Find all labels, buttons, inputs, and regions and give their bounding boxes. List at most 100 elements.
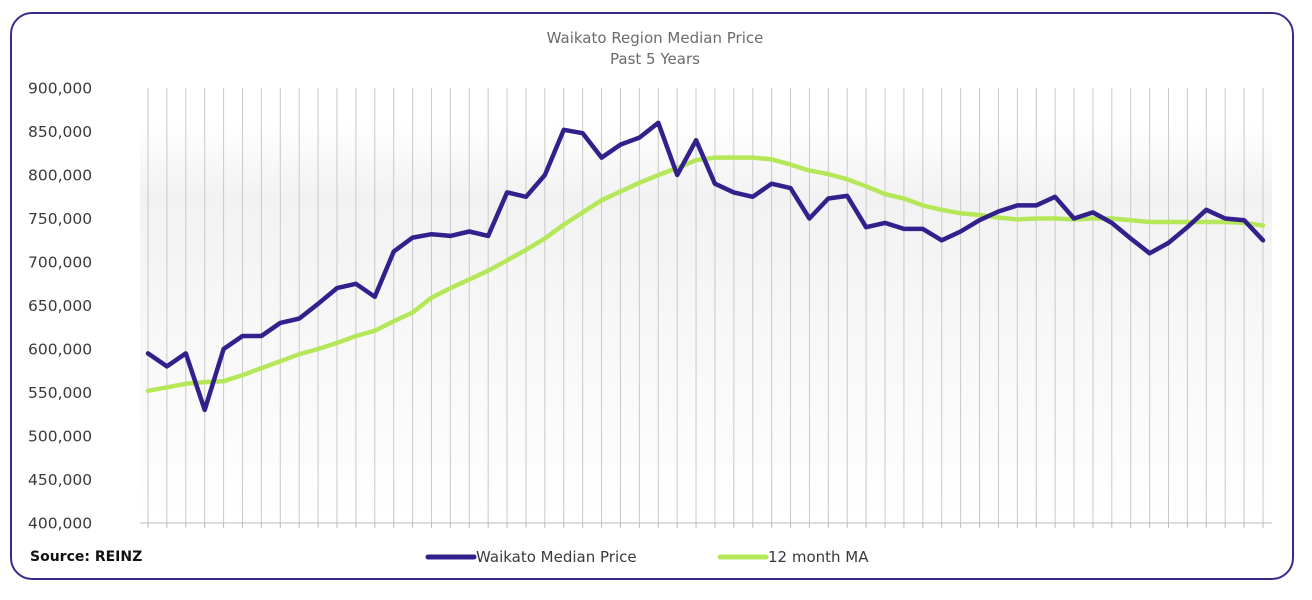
- chart-title: Waikato Region Median Price: [547, 29, 764, 47]
- data-point-waikato-median-price-37: [827, 197, 829, 200]
- data-point-waikato-median-price-36: [808, 217, 811, 220]
- y-tick-label-450000: 450,000: [28, 471, 92, 489]
- y-tick-label-650000: 650,000: [28, 297, 92, 315]
- data-point-12-month-ma-47: [1016, 218, 1018, 220]
- data-point-12-month-ma-13: [374, 330, 376, 332]
- data-point-waikato-median-price-33: [752, 196, 754, 198]
- data-point-waikato-median-price-58: [1224, 217, 1226, 220]
- data-point-12-month-ma-32: [733, 157, 735, 159]
- series-lines: [145, 120, 1266, 413]
- data-point-12-month-ma-38: [846, 178, 848, 180]
- data-point-waikato-median-price-48: [1035, 204, 1037, 206]
- data-point-waikato-median-price-40: [884, 222, 886, 224]
- data-point-waikato-median-price-5: [223, 348, 225, 350]
- data-point-waikato-median-price-43: [941, 239, 943, 241]
- data-point-12-month-ma-27: [638, 182, 641, 184]
- data-point-waikato-median-price-31: [714, 183, 716, 185]
- data-point-12-month-ma-41: [903, 197, 905, 200]
- data-point-waikato-median-price-30: [695, 139, 697, 141]
- data-point-waikato-median-price-21: [525, 196, 527, 198]
- data-point-12-month-ma-23: [563, 224, 565, 226]
- data-point-waikato-median-price-46: [997, 210, 1000, 213]
- data-point-waikato-median-price-22: [544, 174, 546, 176]
- data-point-waikato-median-price-3: [185, 352, 187, 354]
- data-point-12-month-ma-24: [582, 211, 584, 213]
- data-point-waikato-median-price-2: [166, 365, 168, 367]
- data-point-waikato-median-price-50: [1073, 217, 1075, 220]
- data-point-waikato-median-price-39: [865, 226, 867, 228]
- data-point-12-month-ma-42: [922, 204, 924, 206]
- data-point-waikato-median-price-8: [279, 322, 281, 324]
- y-tick-label-400000: 400,000: [28, 515, 92, 533]
- data-point-12-month-ma-44: [960, 212, 962, 214]
- data-point-12-month-ma-26: [619, 190, 622, 193]
- data-point-12-month-ma-22: [544, 237, 546, 240]
- data-point-12-month-ma-6: [241, 374, 244, 376]
- data-point-waikato-median-price-20: [506, 191, 508, 193]
- data-point-waikato-median-price-26: [619, 144, 622, 146]
- data-point-waikato-median-price-4: [204, 409, 206, 411]
- data-point-waikato-median-price-19: [487, 235, 489, 237]
- data-point-waikato-median-price-6: [241, 335, 244, 337]
- data-point-waikato-median-price-59: [1243, 219, 1245, 221]
- data-point-waikato-median-price-34: [771, 183, 773, 185]
- data-point-12-month-ma-2: [166, 386, 168, 388]
- data-point-12-month-ma-40: [884, 193, 886, 195]
- y-axis-tick-labels: 400,000 450,000 500,000 550,000 600,000 650,0…: [28, 80, 92, 533]
- data-point-waikato-median-price-51: [1092, 211, 1094, 213]
- data-point-12-month-ma-8: [279, 360, 281, 362]
- data-point-12-month-ma-5: [223, 380, 225, 382]
- data-point-waikato-median-price-38: [846, 195, 848, 197]
- y-tick-label-850000: 850,000: [28, 123, 92, 141]
- x-axis-ticks: [147, 523, 1264, 528]
- data-point-waikato-median-price-60: [1262, 239, 1264, 241]
- data-point-waikato-median-price-28: [657, 122, 659, 124]
- y-tick-label-750000: 750,000: [28, 210, 92, 228]
- data-point-12-month-ma-31: [714, 157, 716, 159]
- data-point-waikato-median-price-44: [960, 230, 962, 233]
- data-point-12-month-ma-7: [260, 367, 262, 369]
- series-line-waikato-median-price: [145, 120, 1266, 413]
- data-point-waikato-median-price-54: [1149, 252, 1151, 254]
- data-point-waikato-median-price-15: [412, 237, 414, 239]
- data-point-waikato-median-price-52: [1111, 222, 1113, 224]
- legend-label-12-month-ma: 12 month MA: [768, 548, 869, 566]
- data-point-waikato-median-price-47: [1016, 204, 1018, 206]
- data-point-12-month-ma-58: [1224, 221, 1226, 223]
- data-point-12-month-ma-57: [1205, 221, 1207, 223]
- legend-label-waikato-median-price: Waikato Median Price: [476, 548, 637, 566]
- data-point-waikato-median-price-1: [147, 352, 149, 354]
- data-point-12-month-ma-15: [412, 311, 414, 314]
- chart-subtitle: Past 5 Years: [610, 50, 700, 68]
- data-point-waikato-median-price-45: [978, 219, 981, 221]
- data-point-12-month-ma-20: [506, 259, 508, 261]
- data-point-12-month-ma-46: [997, 217, 1000, 219]
- y-tick-label-700000: 700,000: [28, 254, 92, 272]
- data-point-12-month-ma-30: [695, 159, 697, 161]
- data-point-12-month-ma-37: [827, 173, 829, 175]
- legend: Waikato Median Price 12 month MA: [425, 548, 869, 566]
- data-point-waikato-median-price-41: [903, 228, 905, 230]
- data-point-waikato-median-price-23: [563, 129, 565, 131]
- data-point-waikato-median-price-17: [449, 235, 451, 237]
- data-point-12-month-ma-16: [430, 297, 433, 299]
- data-point-12-month-ma-49: [1054, 217, 1056, 220]
- data-point-12-month-ma-28: [657, 174, 659, 176]
- y-tick-label-800000: 800,000: [28, 167, 92, 185]
- data-point-12-month-ma-52: [1111, 217, 1113, 220]
- data-point-waikato-median-price-12: [355, 283, 357, 285]
- data-point-12-month-ma-39: [865, 185, 867, 187]
- data-point-12-month-ma-56: [1186, 221, 1188, 223]
- data-point-waikato-median-price-29: [676, 174, 678, 176]
- data-point-12-month-ma-45: [978, 214, 981, 216]
- data-point-12-month-ma-18: [468, 278, 470, 280]
- data-point-waikato-median-price-18: [468, 230, 470, 233]
- data-point-waikato-median-price-57: [1205, 209, 1207, 211]
- data-point-12-month-ma-11: [336, 342, 338, 344]
- data-point-12-month-ma-48: [1035, 217, 1037, 220]
- data-point-waikato-median-price-13: [374, 296, 376, 298]
- data-point-waikato-median-price-14: [393, 251, 395, 253]
- data-point-waikato-median-price-55: [1167, 242, 1170, 244]
- data-point-12-month-ma-19: [487, 270, 489, 272]
